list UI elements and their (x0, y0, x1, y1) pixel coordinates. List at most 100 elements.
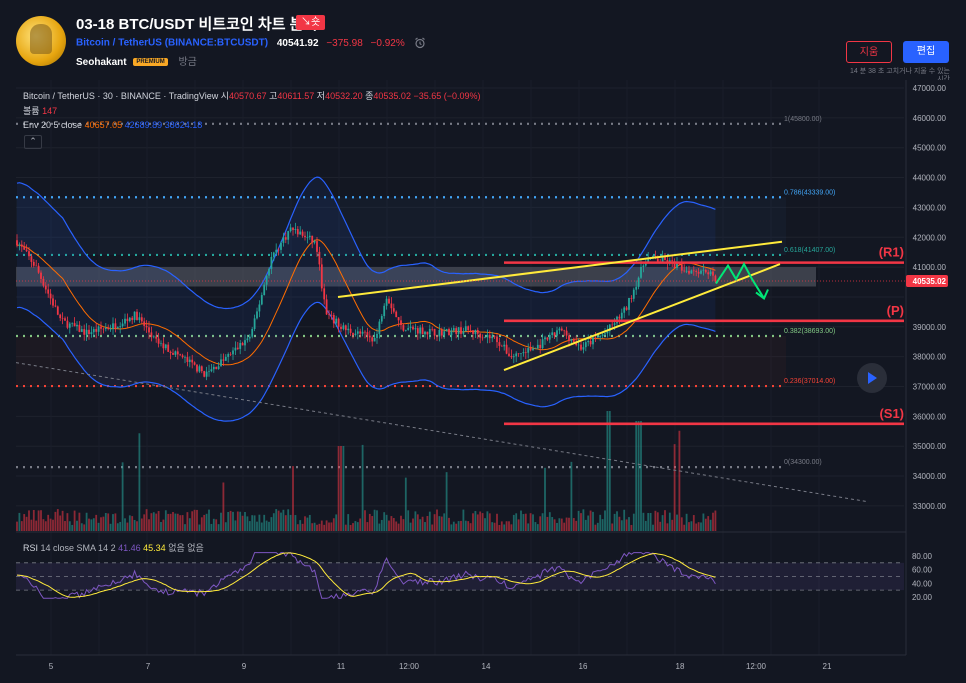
rsi-extra: 없음 없음 (168, 543, 204, 553)
volume-bar (205, 513, 208, 531)
candle-body (54, 305, 57, 307)
volume-bar (647, 513, 650, 531)
volume-bar (224, 522, 227, 531)
candle-body (347, 328, 350, 331)
volume-bar (164, 510, 167, 531)
volume-bar (630, 524, 633, 531)
candle-body (580, 344, 582, 350)
candle-body (695, 270, 698, 272)
candle-body (500, 345, 503, 347)
rsi-label: RSI (23, 543, 39, 553)
candle-body (498, 342, 501, 346)
volume-bar (352, 523, 354, 531)
candle-body (712, 271, 714, 276)
exchange-link[interactable]: (BINANCE:BTCUSDT) (164, 37, 269, 49)
volume-bar (253, 515, 256, 531)
delete-button[interactable]: 지움 (846, 41, 892, 63)
candle-body (692, 270, 695, 272)
volume-bar (30, 519, 33, 531)
volume-bar (613, 513, 616, 531)
candle-body (373, 337, 376, 342)
price-tick-label: 35000.00 (913, 442, 947, 451)
volume-bar (244, 511, 246, 531)
volume-bar (604, 510, 606, 531)
chart-panel[interactable]: 1(45800.00) 0.786(43339.00) 0.618(41407.00… (16, 80, 950, 683)
volume-bar (443, 513, 446, 531)
candle-body (652, 255, 654, 258)
volume-bar (169, 513, 172, 531)
candle-body (49, 293, 52, 299)
env-label: Env 20 5 close (23, 120, 83, 130)
volume-bar (44, 521, 47, 531)
time-tick-label: 12:00 (399, 662, 420, 671)
volume-bar (152, 512, 155, 531)
volume-bar (402, 519, 405, 531)
volume-bar (397, 523, 400, 531)
candle-body (690, 270, 693, 274)
volume-bar (515, 513, 518, 531)
candle-body (520, 353, 522, 354)
author-name[interactable]: Seohakant (76, 57, 127, 68)
volume-bar (157, 511, 160, 531)
resistance-zone (16, 267, 816, 287)
candle-body (167, 344, 170, 352)
volume-bar (414, 511, 417, 531)
price-axis[interactable]: 47000.00 46000.00 45000.00 44000.00 43000.00… (905, 80, 950, 683)
collapse-legend-button[interactable]: ⌃ (24, 135, 42, 149)
price-tick-label: 42000.00 (913, 233, 947, 242)
volume-bar (260, 522, 263, 531)
candle-body (464, 326, 467, 332)
price-tick-label: 46000.00 (913, 114, 947, 123)
candle-body (102, 328, 105, 330)
candle-body (217, 366, 220, 369)
volume-bar (210, 523, 213, 531)
volume-bar (138, 433, 141, 531)
candle-body (210, 369, 213, 372)
price-tick-label: 38000.00 (913, 353, 947, 362)
volume-bar (534, 522, 537, 531)
price-chart[interactable]: 1(45800.00) 0.786(43339.00) 0.618(41407.00… (16, 80, 950, 683)
edit-button[interactable]: 편집 (903, 41, 949, 63)
rsi-sma-value: 45.34 (143, 543, 166, 553)
volume-bar (544, 467, 546, 531)
volume-bar (472, 513, 474, 531)
volume-bar (505, 521, 508, 531)
time-tick-label: 12:00 (746, 662, 767, 671)
volume-bar (340, 446, 342, 531)
volume-bar (714, 510, 717, 531)
time-axis[interactable]: 5 7 9 11 12:00 14 16 18 12:00 21 (16, 654, 950, 683)
symbol-link[interactable]: Bitcoin / TetherUS (76, 37, 162, 49)
volume-bar (553, 519, 556, 531)
volume-bar (431, 524, 434, 531)
volume-bar (599, 514, 602, 531)
volume-bar (390, 516, 393, 531)
volume-bar (323, 524, 326, 531)
wedge-upper-trendline (337, 240, 783, 298)
volume-bar (582, 509, 585, 531)
volume-bar (695, 523, 698, 531)
volume-bar (503, 524, 506, 531)
candle-body (407, 327, 410, 330)
candle-body (275, 249, 278, 253)
candle-body (364, 331, 366, 333)
candle-body (140, 317, 143, 322)
candle-body (325, 299, 328, 315)
candle-body (354, 333, 357, 336)
candle-body (371, 337, 374, 342)
fib-level-label: 0.382(38693.00) (784, 328, 835, 335)
volume-bar (592, 511, 594, 531)
env-basis-value: 40657.05 (84, 120, 123, 130)
candle-body (270, 256, 273, 269)
price-tick-label: 41000.00 (913, 263, 947, 272)
candle-body (95, 329, 98, 332)
candle-body (296, 229, 299, 235)
volume-bar (88, 518, 90, 531)
volume-bar (445, 472, 448, 531)
alarm-clock-icon[interactable] (414, 37, 426, 49)
author-avatar[interactable] (16, 16, 66, 66)
short-badge: ↘숏 (296, 15, 326, 30)
volume-bar (332, 518, 335, 531)
candle-body (131, 317, 134, 320)
time-tick-label: 5 (49, 662, 54, 671)
candle-body (613, 323, 616, 325)
